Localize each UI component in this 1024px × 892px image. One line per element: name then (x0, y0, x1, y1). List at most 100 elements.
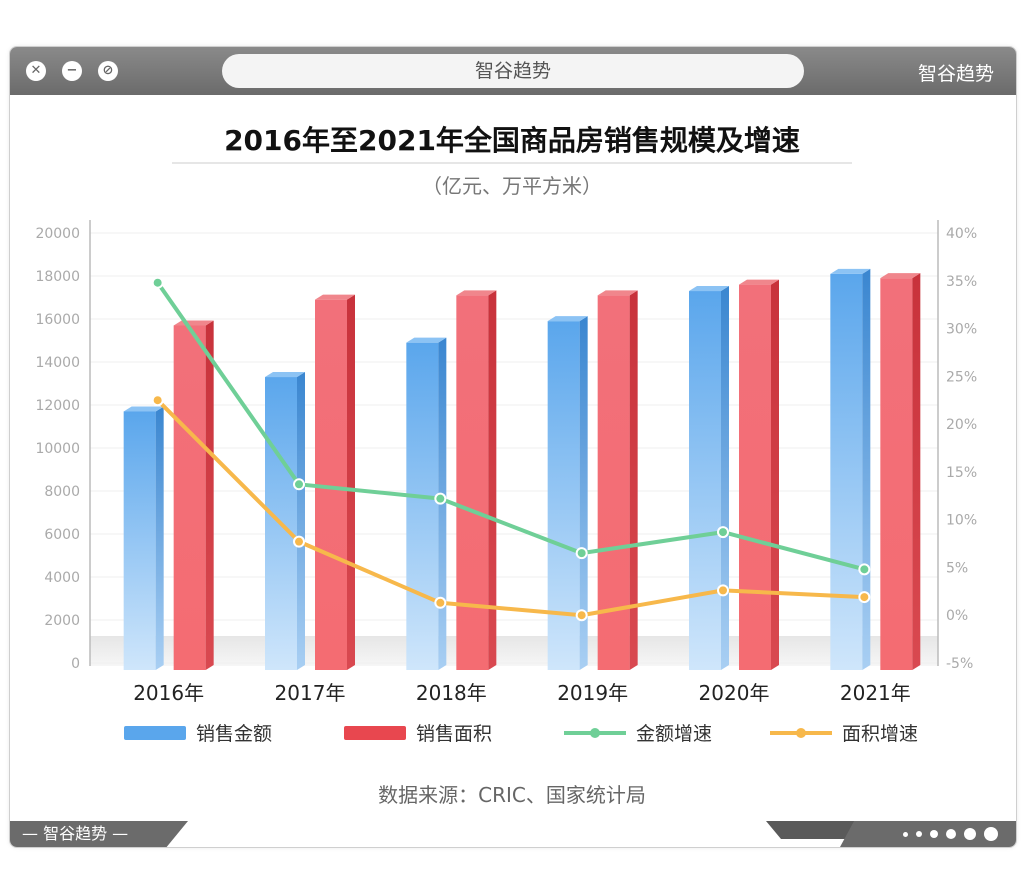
bar-side (912, 273, 921, 670)
legend-item: 销售金额 (124, 723, 272, 745)
footer-decor (766, 821, 866, 839)
bar-front (547, 321, 580, 670)
line-point (434, 596, 447, 609)
block-icon[interactable]: ⊘ (98, 61, 118, 81)
bar-front (123, 411, 156, 670)
address-bar[interactable]: 智谷趋势 (222, 54, 804, 88)
y-left-tick-label: 20000 (35, 226, 80, 242)
legend: 销售金额 销售面积 金额增速 面积增速 (124, 723, 918, 745)
page-dot[interactable] (916, 831, 922, 837)
y-left-tick-label: 4000 (44, 570, 80, 586)
y-left-tick-label: 8000 (44, 484, 80, 500)
line-point (858, 591, 871, 604)
bar-side (721, 286, 729, 670)
series-line (156, 281, 865, 572)
bar-sales-area (315, 294, 355, 670)
line-point (151, 394, 164, 407)
y-right-tick-label: 35% (946, 274, 977, 290)
page-dot[interactable] (946, 829, 956, 839)
y-left-tick-label: 18000 (35, 269, 80, 285)
line-point (434, 492, 447, 505)
legend-label: 销售金额 (196, 723, 272, 745)
line-point (717, 526, 729, 539)
brand-logo: 智谷趋势 (917, 63, 994, 85)
bar-front (739, 284, 771, 670)
bar-side (579, 316, 588, 670)
legend-label: 金额增速 (636, 723, 712, 745)
page-dot[interactable] (930, 830, 938, 838)
legend-marker (590, 728, 600, 738)
y-right-tick-label: 10% (946, 513, 977, 529)
x-tick-label: 2017年 (275, 681, 346, 705)
bar-sales-area (739, 279, 779, 670)
y-right-tick-label: 25% (946, 369, 977, 385)
y-right-tick-label: -5% (946, 656, 973, 672)
footer-brand: — 智谷趋势 — (10, 821, 188, 847)
series-line (156, 398, 865, 618)
x-tick-label: 2018年 (416, 681, 487, 705)
minimize-icon[interactable]: − (62, 61, 82, 81)
line-point (858, 563, 871, 576)
legend-item: 销售面积 (344, 723, 492, 745)
bar-sales-area (456, 290, 497, 670)
legend-swatch-blue (124, 726, 186, 740)
bar-top (315, 294, 355, 300)
bar-top (597, 290, 638, 296)
bar-sales-area (173, 320, 214, 670)
line-series (151, 276, 871, 622)
page-dot[interactable] (964, 828, 976, 840)
line-point (717, 584, 729, 597)
chart-title: 2016年至2021年全国商品房销售规模及增速 (224, 124, 800, 157)
page-dot[interactable] (903, 831, 908, 837)
bar-top (265, 372, 305, 378)
bar-top (739, 279, 779, 285)
bar-side (205, 320, 214, 670)
bar-front (880, 278, 913, 670)
bar-side (862, 268, 871, 670)
x-tick-label: 2019年 (557, 681, 628, 705)
legend-label: 面积增速 (842, 723, 918, 745)
legend-label: 销售面积 (416, 723, 492, 745)
x-tick-label: 2020年 (699, 681, 770, 705)
footer-pager (840, 821, 1016, 847)
line-area-growth (151, 394, 871, 622)
y-left-tick-label: 10000 (35, 441, 80, 457)
y-right-tick-label: 20% (946, 417, 977, 433)
left-axis-ticks: 0 2000 4000 6000 8000 10000 12000 14000 16000 180… (35, 226, 80, 672)
y-left-tick-label: 16000 (35, 312, 80, 328)
bar-front (830, 273, 863, 670)
line-point (151, 276, 164, 289)
gridlines (90, 232, 938, 664)
bar-top (406, 337, 447, 343)
y-right-tick-label: 0% (946, 608, 968, 624)
legend-item: 面积增速 (770, 723, 918, 745)
bar-top (880, 273, 921, 279)
bar-side (629, 290, 638, 670)
x-axis-labels: 2016年 2017年 2018年 2019年 2020年 2021年 (133, 681, 911, 705)
data-source: 数据来源：CRIC、国家统计局 (378, 783, 646, 807)
bar-top (456, 290, 497, 296)
bar-front (597, 295, 630, 670)
x-tick-label: 2021年 (840, 681, 911, 705)
bar-top (547, 316, 588, 322)
y-right-tick-label: 5% (946, 560, 968, 576)
y-left-tick-label: 6000 (44, 527, 80, 543)
line-point (293, 535, 305, 548)
bar-side (155, 406, 164, 670)
bar-sales-area (880, 273, 921, 670)
chart-floor (90, 636, 938, 666)
page-dot[interactable] (984, 827, 998, 841)
bar-sales-amount (265, 372, 305, 670)
bar-side (347, 294, 355, 670)
chart-subtitle: （亿元、万平方米） (422, 174, 602, 198)
y-right-tick-label: 30% (946, 322, 977, 338)
line-point (575, 547, 588, 560)
close-icon[interactable]: ✕ (26, 61, 46, 81)
bar-front (406, 342, 439, 670)
y-left-tick-label: 0 (71, 656, 80, 672)
bar-sales-amount (123, 406, 164, 670)
page-dots (903, 827, 998, 841)
line-point (575, 609, 588, 622)
bar-side (297, 372, 305, 670)
